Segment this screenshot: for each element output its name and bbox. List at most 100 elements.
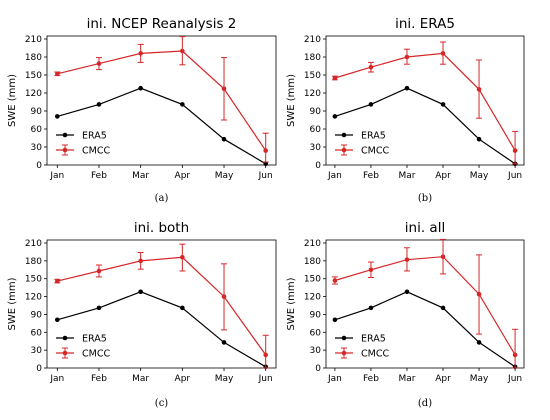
series-line (57, 87, 267, 165)
legend-label: ERA5 (82, 131, 107, 142)
data-point (440, 102, 446, 107)
data-point (368, 102, 374, 107)
data-point (332, 75, 338, 81)
plot-frame (46, 239, 277, 369)
y-tick-label: 90 (31, 310, 43, 320)
y-tick-label: 120 (304, 293, 321, 303)
data-point (404, 257, 410, 262)
y-tick-label: 150 (25, 71, 42, 81)
y-tick-label: 120 (25, 293, 42, 303)
x-tick-label: Feb (91, 374, 107, 384)
y-tick-label: 90 (310, 310, 322, 320)
chart-panel-3: ini. all SWE (mm) 0 30 60 90 120 150 180 210 Jan Fe… (286, 220, 525, 409)
y-tick-label: 180 (304, 53, 321, 63)
data-point (263, 352, 268, 358)
legend-entry: CMCC (335, 144, 389, 157)
y-tick-label: 210 (304, 35, 321, 45)
y-tick-label: 30 (310, 346, 322, 356)
data-point (512, 352, 518, 358)
legend-marker (62, 132, 68, 138)
x-tick-label: Apr (175, 374, 191, 384)
series-era5 (55, 289, 268, 370)
data-point (332, 317, 338, 323)
data-point (404, 85, 410, 91)
data-point (138, 289, 143, 295)
y-tick-label: 60 (31, 328, 43, 338)
x-tick-label: Jun (258, 171, 273, 181)
x-tick-label: Feb (363, 374, 379, 384)
y-axis-label: SWE (mm) (286, 74, 297, 127)
data-point (221, 340, 227, 345)
y-tick-label: 30 (31, 143, 43, 153)
data-point (404, 289, 410, 295)
y-tick-label: 60 (31, 125, 43, 135)
y-tick-label: 0 (36, 364, 42, 374)
data-point (440, 254, 446, 259)
legend-entry: ERA5 (335, 334, 386, 345)
data-point (440, 305, 446, 311)
x-tick-label: Feb (363, 171, 379, 181)
series-line (57, 256, 267, 356)
data-point (512, 148, 518, 153)
y-tick-label: 150 (304, 71, 321, 81)
x-tick-label: Jun (507, 374, 522, 384)
y-axis-label: SWE (mm) (7, 74, 18, 127)
data-point (96, 268, 102, 274)
data-point (138, 258, 143, 264)
legend-entry: CMCC (56, 144, 110, 157)
series-cmcc (331, 41, 519, 165)
data-point (368, 64, 374, 70)
x-tick-label: Apr (435, 171, 451, 181)
data-point (221, 86, 227, 92)
panel-caption: (a) (155, 193, 169, 204)
legend-marker (62, 335, 68, 341)
data-point (332, 114, 338, 119)
x-tick-label: Mar (132, 374, 149, 384)
legend-label: CMCC (361, 349, 389, 360)
data-point (368, 267, 374, 273)
y-tick-label: 180 (25, 53, 42, 63)
x-tick-label: May (215, 171, 234, 181)
data-point (180, 305, 185, 311)
y-tick-label: 90 (310, 107, 322, 117)
x-tick-label: May (470, 171, 489, 181)
legend-label: CMCC (82, 349, 110, 360)
y-tick-label: 0 (36, 161, 42, 171)
x-tick-label: Jan (327, 374, 342, 384)
data-point (221, 294, 227, 299)
data-point (180, 254, 185, 260)
legend-label: CMCC (361, 146, 389, 157)
panel-title: ini. both (134, 220, 189, 236)
chart-panel-1: ini. ERA5 SWE (mm) 0 30 60 90 120 150 180 210 Jan F… (286, 16, 525, 204)
legend-marker (341, 335, 347, 341)
data-point (96, 102, 102, 107)
y-tick-label: 120 (25, 89, 42, 99)
data-point (96, 61, 102, 66)
plot-frame (46, 35, 277, 166)
series-line (57, 50, 267, 151)
data-point (476, 136, 482, 142)
data-point (440, 51, 446, 56)
y-tick-label: 60 (310, 328, 322, 338)
series-era5 (332, 289, 518, 370)
data-point (180, 48, 185, 54)
data-point (368, 305, 374, 311)
series-cmcc (54, 36, 269, 163)
x-tick-label: Apr (435, 374, 451, 384)
y-tick-label: 150 (25, 275, 42, 285)
series-cmcc (54, 243, 269, 369)
series-cmcc (331, 238, 519, 369)
data-point (221, 136, 227, 142)
data-point (138, 51, 143, 56)
legend-label: ERA5 (361, 334, 386, 345)
y-tick-label: 30 (310, 143, 322, 153)
legend-label: ERA5 (82, 334, 107, 345)
legend-entry: CMCC (56, 347, 110, 360)
legend-label: ERA5 (361, 131, 386, 142)
y-tick-label: 0 (315, 161, 321, 171)
y-tick-label: 60 (310, 125, 322, 135)
data-point (263, 148, 268, 153)
data-point (96, 305, 102, 311)
data-point (404, 54, 410, 60)
